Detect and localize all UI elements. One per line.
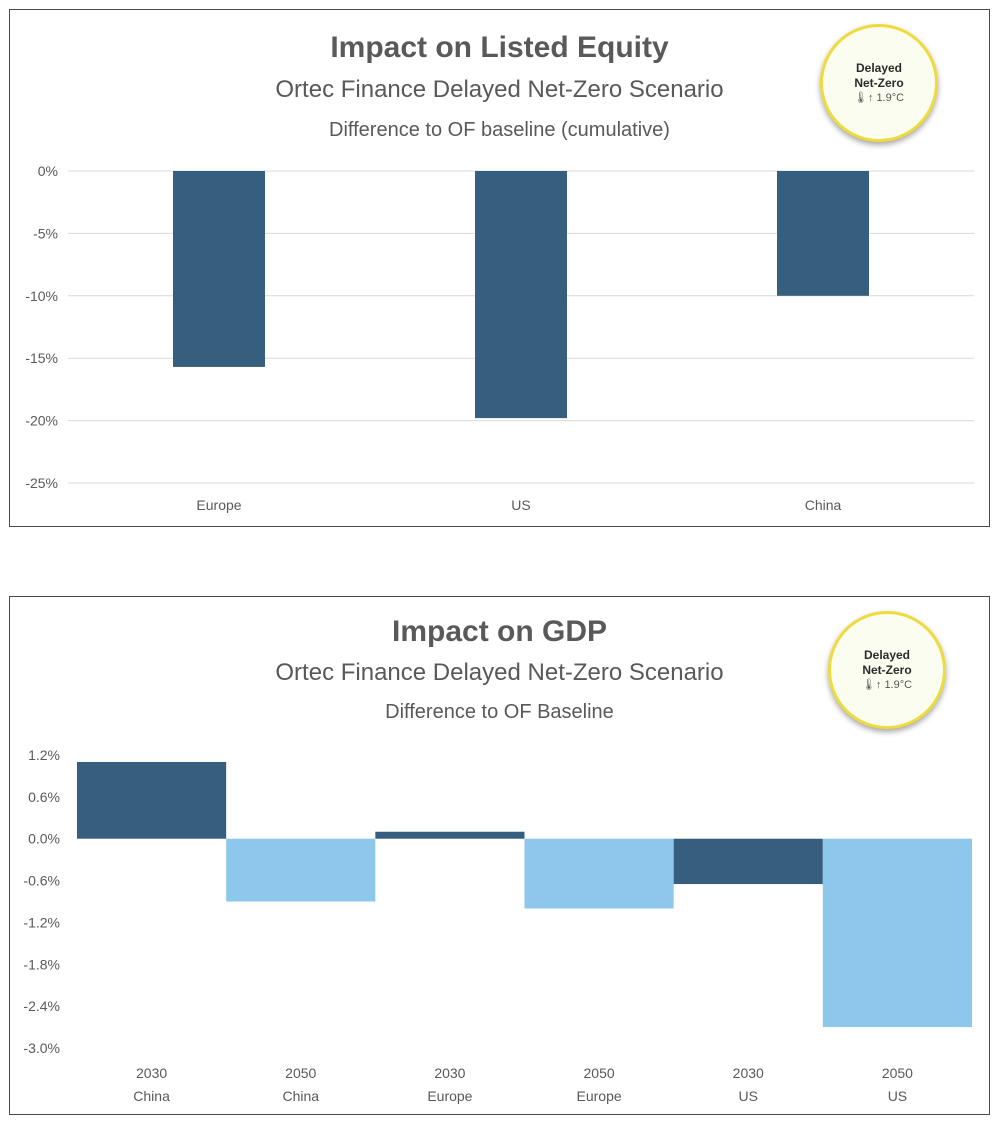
x-tick-label-year: 2030 [136,1065,167,1081]
x-tick-label-region: China [282,1088,319,1104]
badge-line2: Net-Zero [854,75,904,90]
badge-line2: Net-Zero [862,662,912,677]
x-tick-label-region: US [739,1088,758,1104]
thermometer-temp-label: 🌡↑ 1.9°C [853,91,905,104]
y-tick-label: -5% [33,225,58,241]
delayed-net-zero-badge: Delayed Net-Zero 🌡↑ 1.9°C [820,24,938,142]
delayed-net-zero-badge: Delayed Net-Zero 🌡↑ 1.9°C [828,611,946,729]
y-tick-label: 0% [38,163,58,179]
y-tick-label: -15% [25,350,58,366]
x-tick-label: Europe [196,497,241,513]
x-tick-label-region: US [888,1088,907,1104]
y-tick-label: -3.0% [23,1040,60,1056]
x-tick-label-year: 2030 [733,1065,764,1081]
x-tick-label-region: China [133,1088,170,1104]
equity-chart-subtitle2: Difference to OF baseline (cumulative) [329,119,670,141]
y-tick-label: -25% [25,475,58,491]
gdp-chart-panel: 1.2% 0.6% 0.0% -0.6% -1.2% -1.8% -2.4% -3.0% 203… [9,596,990,1115]
x-tick-label-year: 2050 [584,1065,615,1081]
bar-europe [173,171,265,367]
x-tick-label: China [805,497,842,513]
bar-2050-china [226,838,376,902]
y-tick-label: -0.6% [23,873,60,889]
thermometer-temp-label: 🌡↑ 1.9°C [861,678,913,691]
badge-line1: Delayed [855,60,903,75]
y-tick-label: -10% [25,288,58,304]
y-tick-label: -1.8% [23,956,60,972]
y-tick-label: 0.6% [28,789,60,805]
equity-chart-subtitle: Ortec Finance Delayed Net-Zero Scenario [275,76,724,103]
bar-2030-europe [375,831,525,839]
x-tick-label: US [511,497,530,513]
gdp-chart: 1.2% 0.6% 0.0% -0.6% -1.2% -1.8% -2.4% -3.0% 203… [23,747,972,1104]
x-tick-label-year: 2050 [285,1065,316,1081]
y-tick-label: 0.0% [28,831,60,847]
x-tick-label-year: 2050 [882,1065,913,1081]
bar-china [777,171,869,296]
y-tick-label: 1.2% [28,747,60,763]
x-tick-label-region: Europe [577,1088,622,1104]
x-tick-label-region: Europe [427,1088,472,1104]
y-tick-label: -1.2% [23,914,60,930]
y-tick-label: -20% [25,413,58,429]
gdp-chart-subtitle: Ortec Finance Delayed Net-Zero Scenario [275,659,724,686]
x-tick-label-year: 2030 [434,1065,465,1081]
bar-us [475,171,567,419]
gdp-chart-title: Impact on GDP [391,615,608,648]
badge-line1: Delayed [863,647,911,662]
bar-2030-us [673,838,823,885]
equity-chart-title: Impact on Listed Equity [330,31,669,64]
bar-2050-europe [524,838,674,909]
equity-chart-panel: 0% -5% -10% -15% -20% -25% Europe US China Impac… [9,9,990,527]
equity-chart: 0% -5% -10% -15% -20% -25% Europe US China [25,163,974,513]
bar-2050-us [822,838,972,1028]
bar-2030-china [77,761,227,839]
gdp-chart-subtitle2: Difference to OF Baseline [385,701,614,723]
y-tick-label: -2.4% [23,998,60,1014]
